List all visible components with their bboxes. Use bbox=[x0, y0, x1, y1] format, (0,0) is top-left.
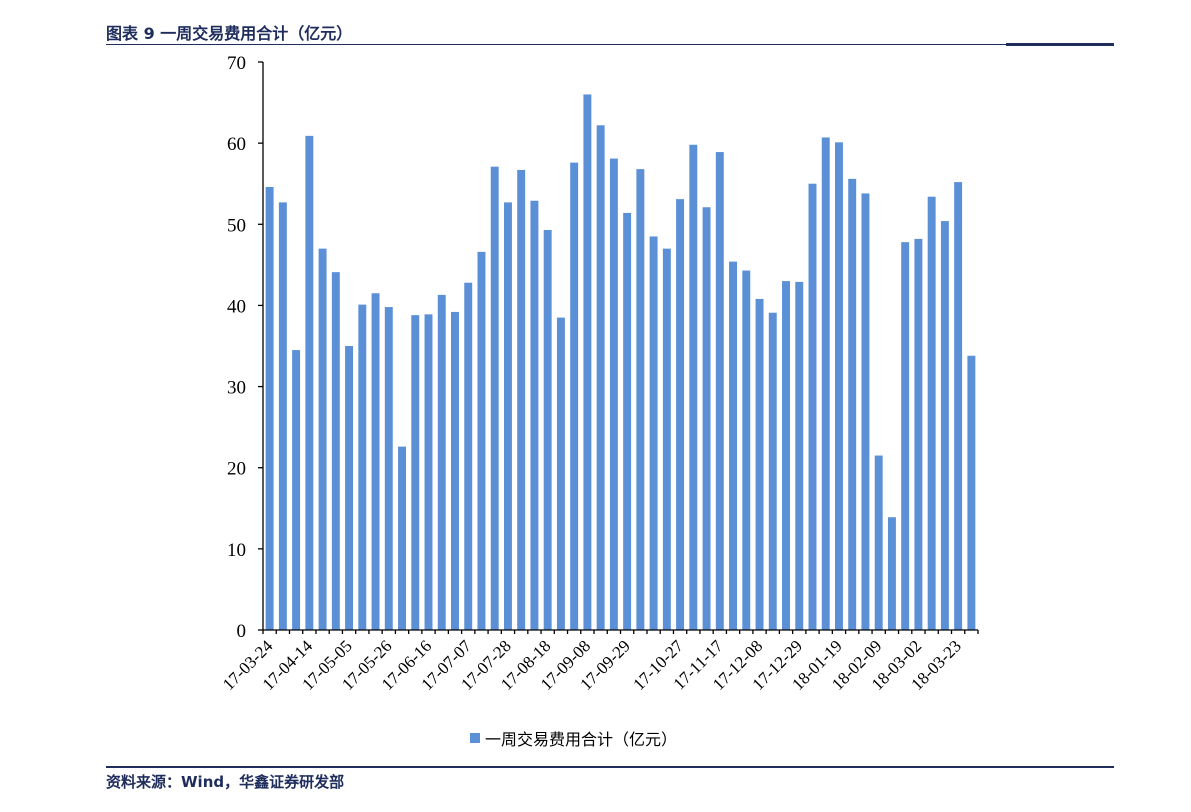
bar-17-03-24 bbox=[265, 186, 274, 630]
bar-17-12-29 bbox=[795, 281, 804, 630]
bar-17-04-21 bbox=[318, 248, 327, 630]
bar-17-12-01 bbox=[742, 270, 751, 630]
bar-17-11-10 bbox=[702, 207, 711, 630]
bar-17-10-06 bbox=[636, 169, 645, 631]
bar-17-05-05 bbox=[345, 346, 354, 630]
bar-17-07-07 bbox=[464, 282, 473, 630]
bar-18-02-02 bbox=[861, 193, 870, 630]
legend-swatch bbox=[470, 733, 480, 743]
bar-17-11-24 bbox=[729, 261, 738, 630]
bar-17-09-15 bbox=[596, 125, 605, 630]
bar-18-03-09 bbox=[927, 196, 936, 630]
y-tick-label: 50 bbox=[227, 215, 246, 236]
bar-17-05-12 bbox=[358, 304, 367, 630]
bar-17-12-22 bbox=[782, 281, 790, 630]
x-tick-labels: 17-03-2417-04-1417-05-0517-05-2617-06-16… bbox=[219, 636, 965, 694]
bar-17-07-14 bbox=[477, 251, 486, 630]
bar-17-06-16 bbox=[424, 314, 433, 630]
y-tick-label: 60 bbox=[227, 134, 246, 155]
bar-17-11-03 bbox=[689, 144, 698, 630]
bar-17-06-02 bbox=[398, 446, 406, 630]
bar-17-06-09 bbox=[411, 315, 420, 630]
y-tick-label: 0 bbox=[237, 621, 247, 642]
bar-17-10-27 bbox=[676, 199, 685, 630]
y-tick-label: 20 bbox=[227, 459, 246, 480]
bar-18-02-09 bbox=[874, 455, 883, 630]
bar-17-12-08 bbox=[755, 298, 764, 630]
bar-18-03-02 bbox=[914, 238, 923, 630]
bar-18-02-16 bbox=[887, 517, 896, 630]
bar-17-07-28 bbox=[503, 202, 512, 630]
bar-17-08-18 bbox=[543, 229, 552, 630]
bar-17-11-17 bbox=[715, 152, 724, 630]
y-tick-label: 70 bbox=[227, 53, 246, 74]
bar-18-03-16 bbox=[940, 221, 949, 631]
bar-17-04-07 bbox=[292, 350, 301, 630]
bar-17-10-20 bbox=[662, 248, 671, 630]
bar-17-10-13 bbox=[649, 236, 658, 630]
source-note: 资料来源：Wind，华鑫证券研发部 bbox=[106, 773, 345, 791]
y-tick-label: 10 bbox=[227, 540, 246, 561]
bar-17-04-14 bbox=[305, 135, 314, 630]
y-tick-label: 30 bbox=[227, 378, 246, 399]
bar-17-04-28 bbox=[331, 272, 340, 630]
legend-label: 一周交易费用合计（亿元） bbox=[485, 730, 677, 749]
bar-18-01-19 bbox=[835, 142, 843, 630]
bar-18-01-05 bbox=[808, 183, 817, 630]
bars-group bbox=[265, 94, 976, 631]
bar-17-07-21 bbox=[490, 166, 499, 631]
figure-title: 图表 9 一周交易费用合计（亿元） bbox=[106, 24, 353, 43]
bar-18-03-23 bbox=[954, 182, 963, 630]
axes bbox=[258, 61, 979, 634]
y-tick-label: 40 bbox=[227, 296, 246, 317]
bar-17-05-26 bbox=[384, 307, 393, 630]
bar-18-02-23 bbox=[901, 242, 910, 630]
bar-17-06-23 bbox=[437, 294, 446, 630]
footer-rule bbox=[106, 766, 1114, 768]
bar-17-09-29 bbox=[623, 212, 632, 630]
bar-18-03-30 bbox=[967, 355, 976, 630]
bar-17-09-01 bbox=[570, 162, 579, 630]
bar-17-09-22 bbox=[609, 158, 618, 630]
legend: 一周交易费用合计（亿元） bbox=[470, 730, 677, 749]
bar-17-08-25 bbox=[556, 317, 565, 630]
bar-17-12-15 bbox=[768, 312, 777, 630]
title-rule-accent bbox=[1006, 43, 1114, 46]
bar-17-08-11 bbox=[530, 200, 539, 630]
bar-17-03-31 bbox=[278, 202, 287, 630]
title-rule bbox=[106, 44, 1114, 45]
bar-17-05-19 bbox=[371, 293, 380, 630]
y-tick-labels: 0 10 20 30 40 50 60 70 bbox=[227, 53, 246, 642]
bar-17-08-04 bbox=[517, 169, 526, 631]
bar-17-09-08 bbox=[583, 94, 592, 630]
bar-18-01-12 bbox=[821, 137, 830, 630]
bar-17-06-30 bbox=[451, 311, 459, 630]
bar-18-01-26 bbox=[848, 178, 857, 630]
